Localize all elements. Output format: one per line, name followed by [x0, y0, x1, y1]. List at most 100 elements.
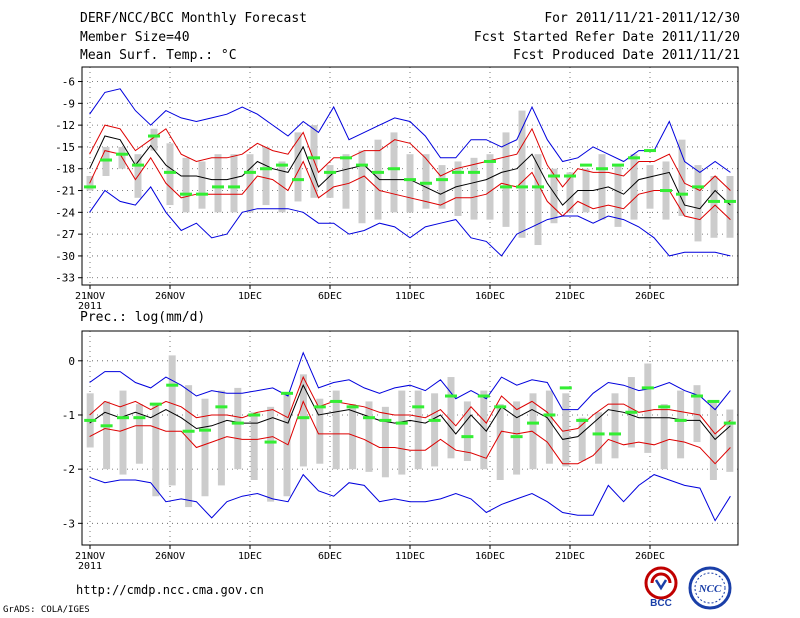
panel1-spread-box — [726, 176, 734, 238]
panel1-median-marker — [132, 163, 144, 167]
panel2-spread-box — [398, 390, 406, 475]
panel2-median-marker — [527, 421, 539, 425]
panel1-y-tick-label: -30 — [55, 250, 75, 263]
source-url[interactable]: http://cmdp.ncc.cma.gov.cn — [76, 583, 264, 597]
panel1-spread-box — [518, 110, 526, 238]
panel2-median-marker — [281, 391, 293, 395]
panel1-median-marker — [340, 156, 352, 160]
panel2-median-marker — [625, 410, 638, 414]
panel1-spread-box — [566, 172, 574, 213]
panel2-median-marker — [199, 428, 211, 432]
produced-date: Fcst Produced Date 2011/11/21 — [513, 48, 740, 63]
bcc-logo-arc — [650, 572, 672, 584]
panel1-spread-box — [262, 146, 270, 206]
panel2-spread-box — [660, 404, 668, 470]
panel1-spread-box — [278, 161, 286, 213]
panel1-median-marker — [564, 174, 576, 178]
panel1-spread-box — [406, 154, 414, 213]
bcc-logo: BCC — [644, 566, 678, 608]
panel2-spread-box — [135, 404, 143, 464]
grads-credit: GrADS: COLA/IGES — [3, 605, 90, 615]
panel2-median-marker — [117, 416, 129, 420]
panel1-median-marker — [260, 167, 272, 171]
panel1-spread-box — [358, 150, 366, 224]
panel2-median-marker — [510, 435, 523, 439]
panel2-spread-box — [578, 417, 586, 462]
panel1-y-tick-label: -33 — [55, 272, 75, 285]
panel1-series-max-line — [89, 88, 731, 174]
panel1-y-tick-label: -21 — [55, 185, 75, 198]
panel2-median-marker — [707, 399, 720, 403]
panel2-median-marker — [395, 421, 408, 425]
panel1-median-marker — [612, 163, 624, 167]
chart-title: DERF/NCC/BCC Monthly Forecast — [80, 11, 307, 26]
panel2-x-tick-label: 1DEC — [238, 551, 262, 562]
panel1-median-marker — [580, 163, 592, 167]
panel2-spread-box — [299, 374, 307, 467]
started-refer-date: Fcst Started Refer Date 2011/11/20 — [473, 30, 740, 45]
panel1-median-marker — [404, 178, 416, 182]
panel1-x-tick-label: 21DEC — [555, 291, 585, 302]
panel1-median-marker — [388, 167, 400, 171]
panel2-y-tick-label: 0 — [68, 355, 75, 368]
panel2-median-marker — [658, 405, 671, 409]
panel2-median-marker — [215, 405, 228, 409]
panel2-median-marker — [609, 432, 621, 436]
panel2-title: Prec.: log(mm/d) — [80, 310, 205, 325]
panel1-median-marker — [164, 170, 176, 174]
panel1-spread-box — [422, 154, 430, 209]
panel2-x-year-label: 2011 — [78, 561, 102, 572]
panel1-median-marker — [420, 181, 432, 185]
ncc-logo-text: NCC — [698, 583, 722, 595]
panel2-spread-box — [168, 355, 176, 486]
panel1-spread-box — [390, 132, 398, 213]
panel1-median-marker — [628, 156, 640, 160]
panel1-y-tick-label: -24 — [55, 206, 75, 219]
panel1-plot-frame — [81, 66, 739, 286]
panel2-spread-box — [250, 412, 258, 480]
panel2-median-marker — [149, 402, 162, 406]
panel2-y-tick-label: -2 — [62, 463, 75, 476]
panel1-median-marker — [468, 170, 480, 174]
panel1-spread-box — [598, 154, 606, 220]
panel1-median-marker — [244, 170, 256, 174]
panel2-median-marker — [477, 394, 490, 398]
panel1-y-tick-label: -27 — [55, 228, 75, 241]
panel2-spread-box — [693, 385, 701, 443]
panel1-median-marker — [276, 163, 288, 167]
panel2-median-marker — [445, 394, 457, 398]
panel1-spread-box — [646, 165, 654, 209]
panel1-spread-box — [246, 154, 254, 213]
panel1-spread-box — [198, 161, 206, 209]
panel2-spread-box — [726, 409, 734, 472]
panel2-spread-box — [595, 412, 603, 464]
panel2-spread-box — [562, 393, 570, 467]
panel2-median-marker — [461, 435, 474, 439]
panel1-x-tick-label: 11DEC — [395, 291, 425, 302]
panel2-spread-box — [103, 401, 111, 470]
panel1-median-marker — [308, 156, 320, 160]
panel2-spread-box — [611, 393, 619, 459]
panel1-median-marker — [516, 185, 528, 189]
bcc-logo-ring — [644, 566, 678, 600]
panel2-median-marker — [166, 383, 179, 387]
panel1-spread-box — [150, 128, 158, 151]
panel2-spread-box — [185, 385, 193, 508]
panel1-median-marker — [452, 170, 464, 174]
panel1-spread-box — [630, 154, 638, 220]
panel1-spread-box — [502, 132, 510, 227]
panel2-spread-box — [463, 401, 471, 462]
panel2-spread-box — [545, 390, 553, 464]
bcc-logo-mark — [654, 579, 668, 591]
panel1-spread-box — [182, 157, 190, 213]
panel2-median-marker — [231, 421, 244, 425]
ncc-logo-inner-ring — [694, 572, 726, 604]
panel1-median-marker — [84, 185, 96, 189]
panel2-spread-box — [480, 390, 488, 470]
bcc-logo-text: BCC — [650, 598, 672, 608]
panel1-x-tick-label: 26NOV — [155, 291, 185, 302]
panel1-spread-box — [214, 154, 222, 213]
panel1-median-marker — [708, 199, 720, 203]
panel2-spread-box — [332, 390, 340, 470]
